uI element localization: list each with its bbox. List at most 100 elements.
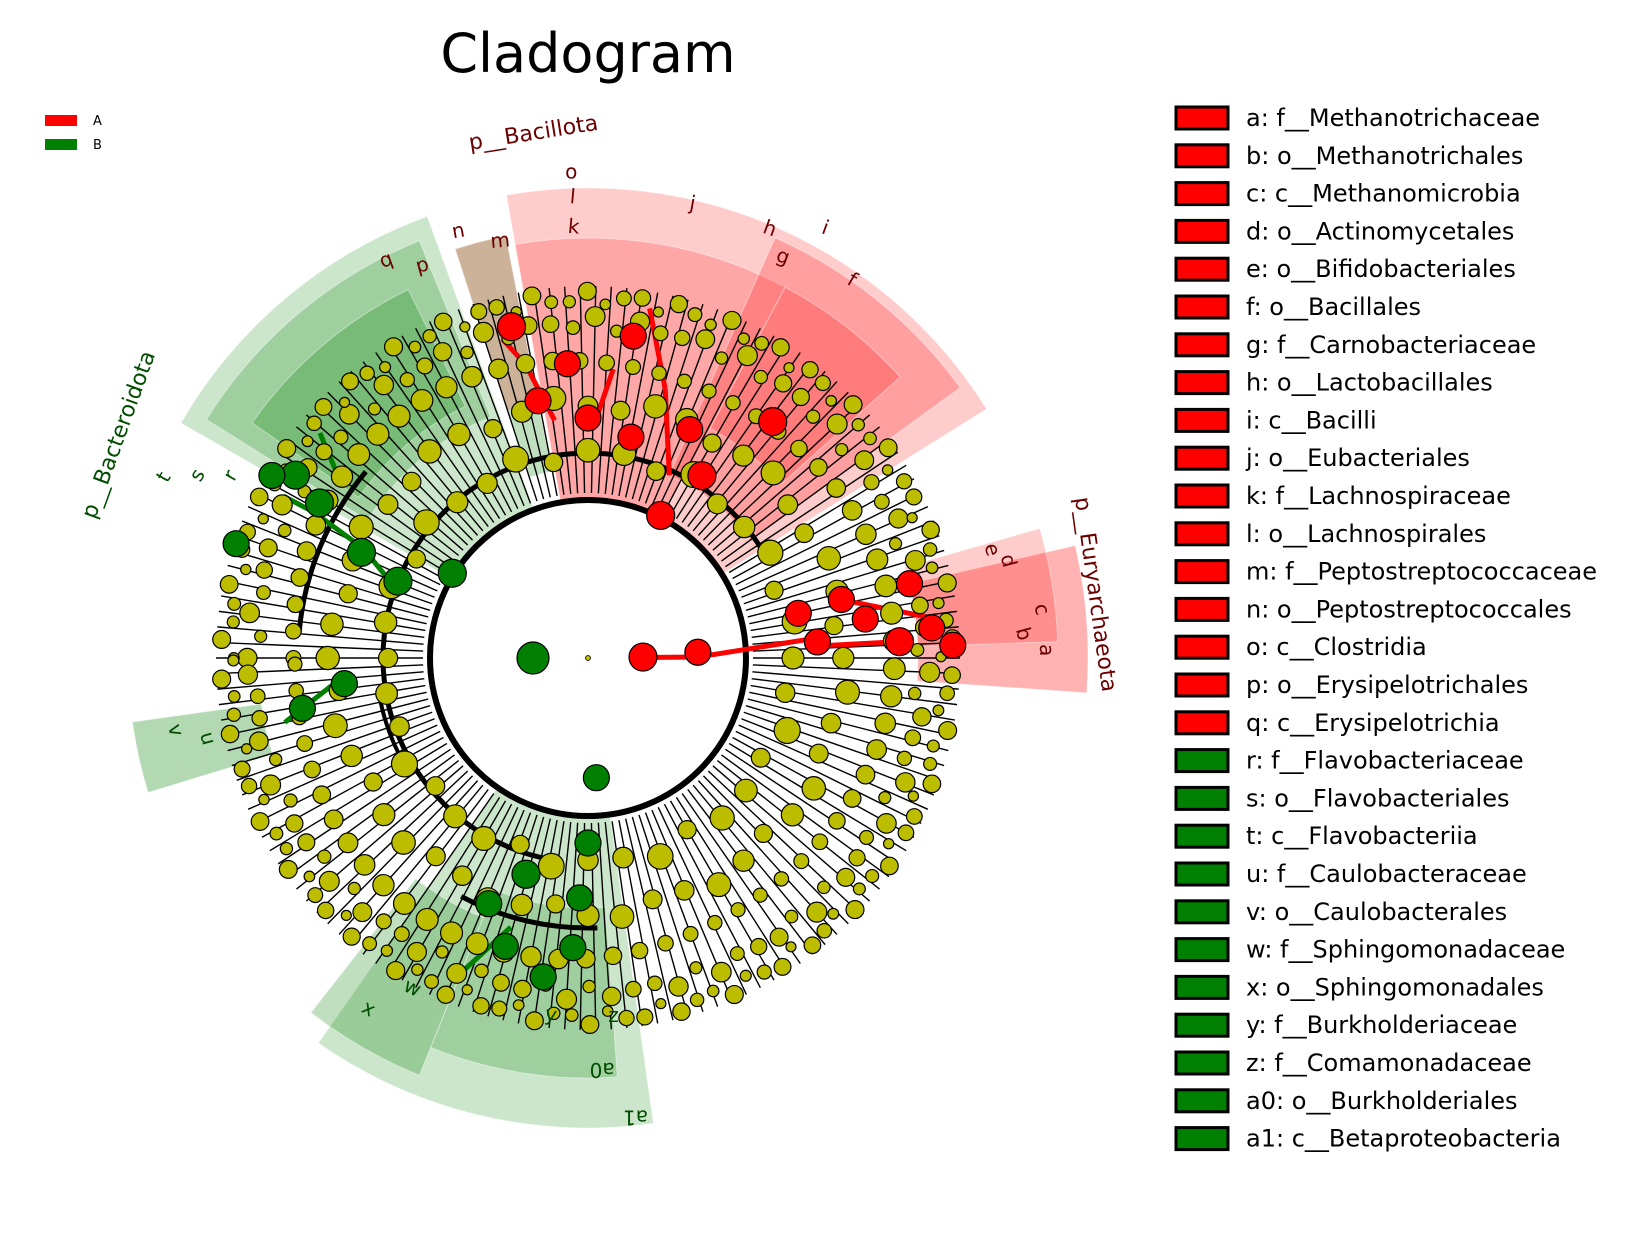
- taxon-node: [447, 422, 471, 447]
- tree-branch: [375, 352, 495, 523]
- taxon-node: [753, 823, 774, 844]
- biomarker-node-group-a: [687, 461, 717, 491]
- biomarker-legend-label: i: c__Bacilli: [1246, 406, 1377, 434]
- tree-root-node: [585, 655, 591, 661]
- taxon-node: [537, 852, 565, 880]
- taxon-node: [854, 450, 875, 471]
- taxon-node: [377, 647, 399, 669]
- taxon-node: [811, 833, 829, 851]
- taxon-node: [258, 538, 278, 558]
- clade-label-e: e: [980, 541, 1006, 559]
- tree-ring-level-1: [427, 497, 749, 819]
- biomarker-node-group-b: [574, 829, 602, 857]
- clade-label-d: d: [996, 551, 1022, 569]
- taxon-node: [646, 843, 674, 870]
- biomarker-node-group-a: [646, 500, 676, 531]
- taxon-node: [801, 776, 827, 801]
- biomarker-legend-label: y: f__Burkholderiaceae: [1246, 1011, 1517, 1039]
- biomarker-node-group-a: [684, 638, 712, 666]
- taxon-node: [305, 514, 327, 536]
- taxon-node: [668, 976, 689, 997]
- taxon-node: [630, 941, 649, 960]
- taxon-node: [888, 508, 909, 529]
- taxon-node: [301, 435, 314, 448]
- biomarker-legend-swatch: [1174, 332, 1230, 358]
- taxon-node: [471, 825, 497, 852]
- taxon-node: [647, 975, 663, 992]
- taxon-node: [410, 388, 434, 412]
- taxon-node: [657, 934, 674, 952]
- taxon-node: [474, 963, 489, 979]
- group-legend-label-b: B: [93, 138, 102, 153]
- taxon-node: [251, 709, 268, 727]
- taxon-node: [303, 760, 321, 779]
- clade-label-t: t: [151, 467, 176, 486]
- taxon-node: [655, 997, 667, 1010]
- tree-branch: [286, 754, 455, 878]
- biomarker-legend-label: f: o__Bacillales: [1246, 293, 1421, 321]
- biomarker-legend-label: v: o__Caulobacterales: [1246, 898, 1507, 926]
- taxon-node: [771, 338, 790, 357]
- taxon-node: [791, 387, 810, 407]
- taxon-node: [836, 867, 856, 887]
- biomarker-legend-label: o: c__Clostridia: [1246, 633, 1427, 661]
- tree-branch: [752, 671, 959, 690]
- biomarker-legend-swatch: [1174, 937, 1230, 963]
- taxon-node: [565, 320, 581, 336]
- taxon-node: [834, 679, 861, 705]
- taxon-node: [646, 461, 666, 481]
- biomarker-node-group-a: [617, 423, 645, 451]
- tree-branch: [428, 806, 519, 995]
- biomarker-legend-label: g: f__Carnobacteriaceae: [1246, 331, 1536, 359]
- biomarker-node-group-b: [288, 694, 317, 722]
- taxon-node: [284, 622, 302, 640]
- taxon-node: [906, 512, 918, 524]
- taxon-node: [416, 357, 434, 375]
- biomarker-node-group-b: [258, 461, 286, 490]
- biomarker-legend-swatch: [1174, 861, 1230, 887]
- taxon-node: [436, 985, 455, 1004]
- chart-title: Cladogram: [440, 22, 735, 85]
- taxon-node: [227, 596, 242, 611]
- taxon-node: [460, 345, 474, 360]
- taxon-node: [239, 602, 261, 624]
- taxon-node: [248, 731, 269, 752]
- taxon-node: [399, 372, 415, 388]
- taxon-node: [390, 750, 419, 778]
- taxon-node: [297, 833, 316, 852]
- tree-branch: [707, 770, 860, 914]
- taxon-node: [277, 523, 292, 538]
- taxon-node: [618, 1009, 635, 1027]
- taxon-node: [392, 891, 416, 915]
- taxon-node: [372, 873, 395, 897]
- taxon-node: [904, 729, 922, 747]
- taxon-node: [677, 820, 697, 840]
- biomarker-legend-label: a1: c__Betaproteobacteria: [1246, 1125, 1561, 1153]
- taxon-node: [707, 914, 723, 931]
- tree-branch: [217, 626, 424, 645]
- taxon-node: [226, 707, 242, 722]
- taxon-node: [435, 376, 458, 399]
- biomarker-legend-swatch: [1174, 634, 1230, 660]
- biomarker-node-group-b: [437, 558, 467, 588]
- taxon-node: [905, 808, 923, 825]
- taxon-node: [932, 596, 945, 610]
- taxon-node: [323, 809, 344, 830]
- taxon-node: [333, 429, 349, 445]
- biomarker-legend-swatch: [1174, 559, 1230, 585]
- taxon-node: [896, 750, 913, 767]
- taxon-node: [279, 841, 294, 856]
- taxon-node: [510, 834, 530, 855]
- taxon-node: [330, 465, 354, 488]
- taxon-node: [256, 585, 271, 601]
- taxon-node: [601, 1005, 614, 1017]
- taxon-node: [706, 984, 720, 998]
- tree-branch: [687, 789, 814, 955]
- tree-branch: [487, 299, 545, 500]
- taxon-node: [348, 514, 374, 540]
- clade-label-b: b: [1011, 624, 1037, 642]
- taxon-node: [546, 894, 566, 914]
- taxon-node: [367, 402, 382, 416]
- taxon-node: [383, 337, 404, 357]
- biomarker-legend-label: t: c__Flavobacteriia: [1246, 822, 1478, 850]
